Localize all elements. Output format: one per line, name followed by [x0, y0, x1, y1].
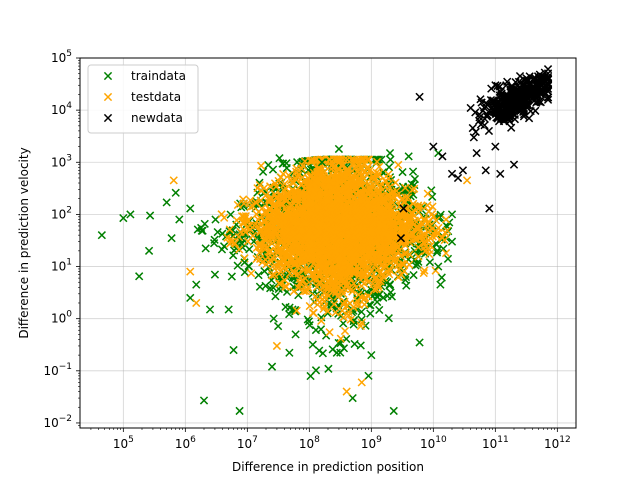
legend-label-newdata: newdata — [131, 111, 183, 125]
y-axis-label: Difference in prediction velocity — [17, 147, 31, 338]
legend-label-traindata: traindata — [131, 69, 186, 83]
x-axis-label: Difference in prediction position — [232, 460, 424, 474]
legend-label-testdata: testdata — [131, 90, 181, 104]
legend: traindata testdata newdata — [88, 65, 198, 133]
